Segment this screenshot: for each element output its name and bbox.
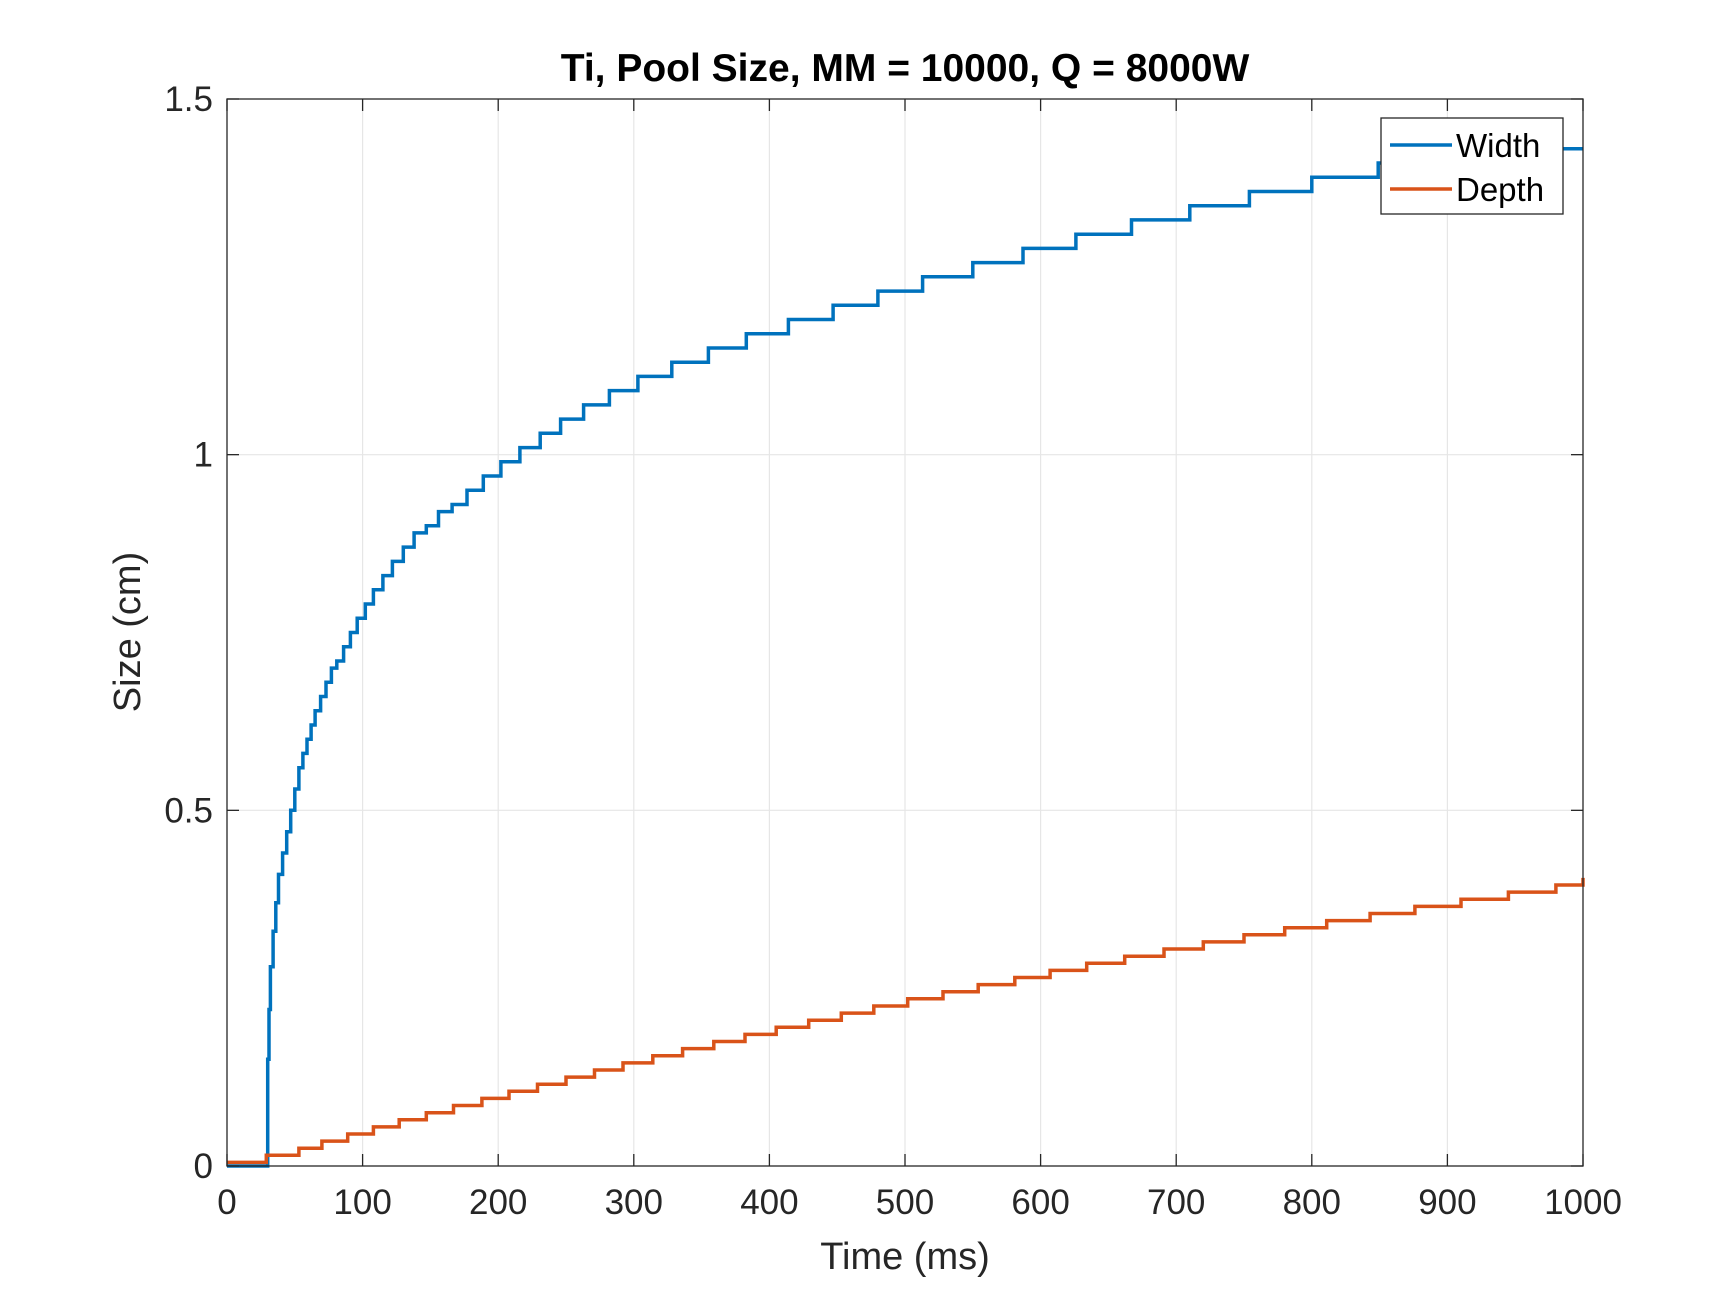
chart-title: Ti, Pool Size, MM = 10000, Q = 8000W: [561, 47, 1250, 90]
axes: [226, 98, 1584, 1167]
y-tick-label: 1.5: [164, 80, 213, 119]
x-tick-label: 200: [469, 1183, 527, 1222]
x-tick-label: 300: [605, 1183, 663, 1222]
y-axis-label: Size (cm): [107, 552, 149, 712]
y-tick-label: 0.5: [164, 791, 213, 830]
legend-label-depth: Depth: [1456, 171, 1544, 208]
grid-lines: [227, 99, 1583, 1166]
series-line-depth: [227, 877, 1585, 1165]
x-tick-label: 1000: [1544, 1183, 1622, 1222]
x-tick-label: 0: [217, 1183, 236, 1222]
legend-label-width: Width: [1456, 127, 1540, 164]
x-tick-label: 400: [740, 1183, 798, 1222]
series-line-width: [227, 147, 1583, 1168]
legend-box: [1380, 117, 1564, 215]
tick-labels: 0 100 200 300 400 500 600 700 800 900 1000 0 0.5 1 1.5: [164, 80, 1622, 1222]
series-lines: [227, 147, 1585, 1168]
legend: Width Depth: [1380, 117, 1564, 215]
x-tick-label: 100: [333, 1183, 391, 1222]
x-tick-label: 800: [1283, 1183, 1341, 1222]
x-axis-label: Time (ms): [820, 1236, 990, 1278]
y-tick-label: 0: [194, 1147, 213, 1186]
x-tick-label: 600: [1011, 1183, 1069, 1222]
x-tick-label: 500: [876, 1183, 934, 1222]
x-tick-label: 700: [1147, 1183, 1205, 1222]
x-tick-label: 900: [1418, 1183, 1476, 1222]
y-tick-label: 1: [194, 436, 213, 475]
